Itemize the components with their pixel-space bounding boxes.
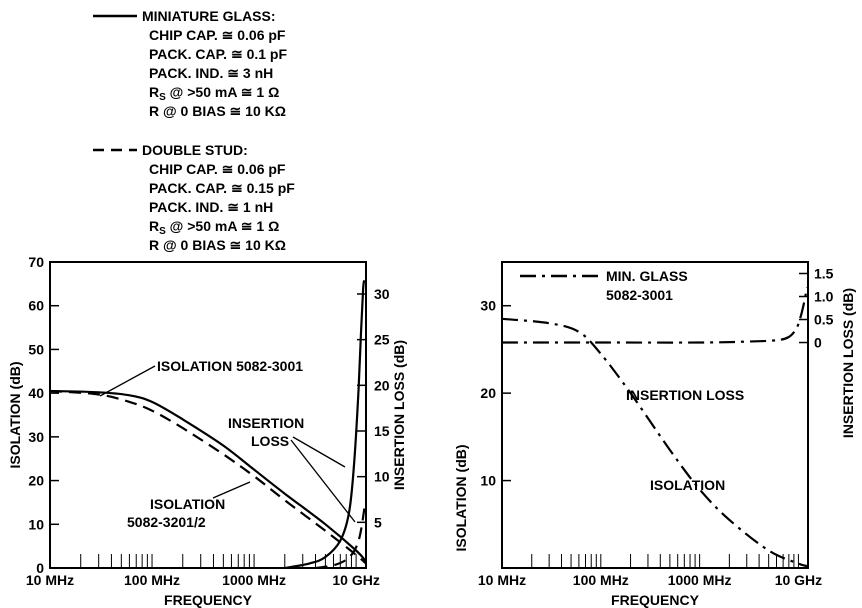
- left-chart: 10 MHz 100 MHz 1000 MHz 10 GHz 0 10 20 30 40 50 60…: [7, 254, 407, 608]
- series-insertion-loss: [501, 287, 809, 344]
- y-tick-label: 10: [28, 516, 44, 532]
- y2-tick-label: 1.0: [814, 289, 834, 305]
- y2-tick-label: 1.5: [814, 266, 834, 282]
- x-tick-label: 10 GHz: [775, 572, 822, 588]
- annotation-insertion-loss: INSERTION LOSS: [626, 387, 744, 403]
- x-tick-label: 10 MHz: [26, 572, 74, 588]
- legend-spec-main: R: [149, 84, 159, 100]
- x-tick-label: 1000 MHz: [222, 572, 286, 588]
- right-chart-legend: MIN. GLASS 5082-3001: [520, 268, 688, 303]
- legend-spec-line: RS @ >50 mA ≅ 1 Ω: [149, 84, 279, 103]
- annotation-isolation: ISOLATION: [650, 477, 725, 493]
- series-isolation: [501, 317, 809, 568]
- x-tick-label: 100 MHz: [124, 572, 180, 588]
- y2-tick-label: 15: [374, 423, 390, 439]
- legend-spec-line: PACK. CAP. ≅ 0.1 pF: [149, 46, 287, 62]
- series-insertion-loss-miniature-glass: [284, 280, 366, 570]
- legend-doublestud-specs: CHIP CAP. ≅ 0.06 pF PACK. CAP. ≅ 0.15 pF…: [149, 161, 295, 253]
- left-chart-marks: 10 MHz 100 MHz 1000 MHz 10 GHz 0 10 20 30 40 50 60…: [26, 254, 390, 588]
- left-xlabel: FREQUENCY: [164, 592, 253, 608]
- series-insertion-loss-double-stud: [315, 503, 366, 570]
- y-tick-label: 0: [36, 560, 44, 576]
- legend-spec-line: RS @ >50 mA ≅ 1 Ω: [149, 218, 279, 237]
- series-isolation-5082-3001: [49, 389, 367, 563]
- legend-block: MINIATURE GLASS: CHIP CAP. ≅ 0.06 pF PAC…: [93, 8, 295, 253]
- y2-tick-label: 0: [814, 335, 822, 351]
- x-tick-label: 10 GHz: [332, 572, 379, 588]
- leader-isolation-3201: [212, 481, 251, 499]
- legend-spec-line: PACK. IND. ≅ 3 nH: [149, 65, 273, 81]
- legend-spec-line: R @ 0 BIAS ≅ 10 KΩ: [149, 237, 286, 253]
- right-xlabel: FREQUENCY: [611, 592, 700, 608]
- legend-spec-rest: @ >50 mA ≅ 1 Ω: [166, 84, 280, 100]
- leader-isolation-3001: [99, 365, 156, 397]
- series-isolation-5082-3201-2: [49, 389, 367, 565]
- right-chart-annotations: INSERTION LOSS ISOLATION: [626, 387, 744, 493]
- right-y2label: INSERTION LOSS (dB): [840, 288, 856, 438]
- legend-spec-main: R: [149, 218, 159, 234]
- annotation-isolation-3201-part: 5082-3201/2: [127, 514, 206, 530]
- annotation-isolation-3001: ISOLATION 5082-3001: [157, 358, 303, 374]
- y2-tick-label: 5: [374, 514, 382, 530]
- legend-miniature-title: MINIATURE GLASS:: [142, 8, 276, 24]
- legend-spec-line: CHIP CAP. ≅ 0.06 pF: [149, 27, 286, 43]
- y2-tick-label: 30: [374, 286, 390, 302]
- y2-tick-label: 10: [374, 469, 390, 485]
- legend-spec-rest: @ >50 mA ≅ 1 Ω: [166, 218, 280, 234]
- legend-spec-line: PACK. CAP. ≅ 0.15 pF: [149, 180, 295, 196]
- y-tick-label: 50: [28, 341, 44, 357]
- leader-insertion-loss-2: [290, 439, 356, 523]
- y-tick-label: 30: [28, 429, 44, 445]
- legend-spec-line: PACK. IND. ≅ 1 nH: [149, 199, 273, 215]
- right-chart: 10 MHz 100 MHz 1000 MHz 10 GHz 10 20 30 0 0.5 1.0…: [453, 261, 856, 608]
- annotation-isolation-3201: ISOLATION: [150, 496, 225, 512]
- y-tick-label: 10: [480, 473, 496, 489]
- leader-insertion-loss-1: [292, 436, 346, 468]
- legend-miniature-specs: CHIP CAP. ≅ 0.06 pF PACK. CAP. ≅ 0.1 pF …: [149, 27, 287, 119]
- x-tick-label: 10 MHz: [478, 572, 526, 588]
- legend-spec-line: CHIP CAP. ≅ 0.06 pF: [149, 161, 286, 177]
- right-legend-line2: 5082-3001: [606, 287, 673, 303]
- y-tick-label: 20: [480, 385, 496, 401]
- legend-spec-line: R @ 0 BIAS ≅ 10 KΩ: [149, 103, 286, 119]
- annotation-insertion: INSERTION: [228, 415, 304, 431]
- x-tick-label: 1000 MHz: [668, 572, 732, 588]
- right-legend-line1: MIN. GLASS: [606, 268, 688, 284]
- y2-tick-label: 25: [374, 332, 390, 348]
- legend-spec-sub: S: [159, 92, 166, 103]
- legend-doublestud-title: DOUBLE STUD:: [142, 142, 248, 158]
- y-tick-label: 60: [28, 298, 44, 314]
- right-ylabel: ISOLATION (dB): [453, 444, 469, 551]
- legend-spec-sub: S: [159, 226, 166, 237]
- left-y2label: INSERTION LOSS (dB): [391, 340, 407, 490]
- left-chart-frame: [49, 261, 367, 569]
- right-chart-marks: 10 MHz 100 MHz 1000 MHz 10 GHz 10 20 30 0 0.5 1.0…: [478, 266, 834, 588]
- y-tick-label: 40: [28, 385, 44, 401]
- y2-tick-label: 0.5: [814, 312, 834, 328]
- y-tick-label: 20: [28, 473, 44, 489]
- x-tick-label: 100 MHz: [573, 572, 629, 588]
- y2-tick-label: 20: [374, 377, 390, 393]
- right-chart-frame: [501, 261, 809, 569]
- left-chart-annotations: ISOLATION 5082-3001 INSERTION LOSS ISOLA…: [99, 358, 356, 530]
- left-ylabel: ISOLATION (dB): [7, 361, 23, 468]
- y-tick-label: 70: [28, 254, 44, 270]
- annotation-loss: LOSS: [251, 433, 289, 449]
- y-tick-label: 30: [480, 298, 496, 314]
